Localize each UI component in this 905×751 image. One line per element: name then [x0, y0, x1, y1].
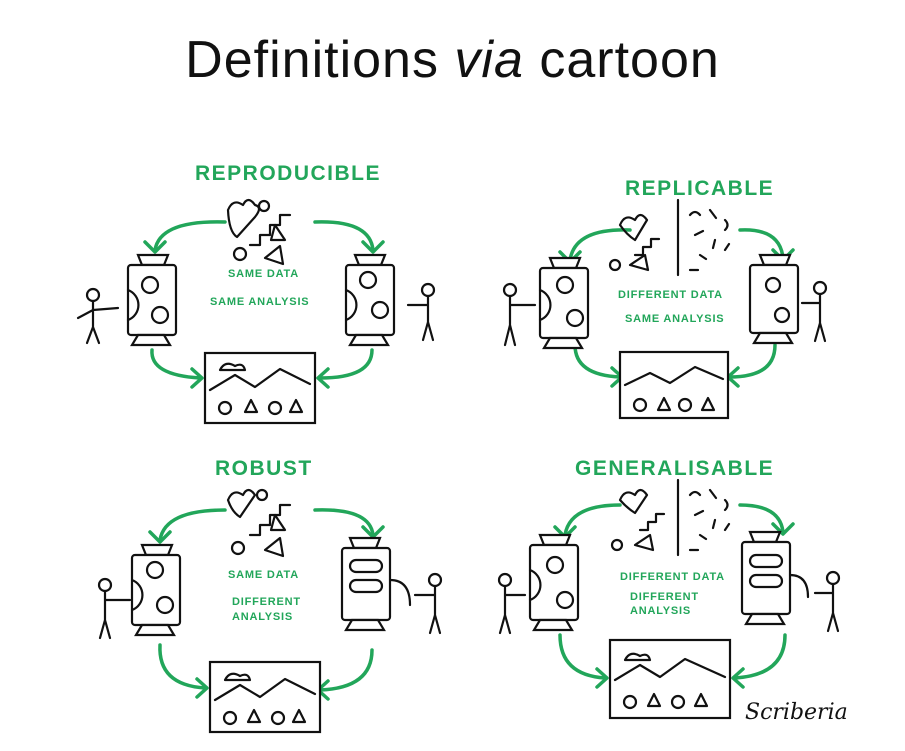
- scientist-icon: [497, 572, 527, 635]
- arrow-bottom-right: [318, 648, 374, 692]
- panel-header: REPLICABLE: [625, 177, 774, 200]
- scientist-icon: [76, 287, 120, 345]
- panel-replicable: REPLICABLE DIFFERENT DATA SAME ANALYSIS: [502, 177, 828, 420]
- data-shapes-icon: [610, 478, 731, 557]
- panel-header: GENERALISABLE: [575, 457, 774, 480]
- panel-header: ROBUST: [215, 457, 313, 480]
- panel-reproducible: REPRODUCIBLE SAME DATA SAME ANALYSIS: [76, 162, 436, 425]
- panel-header: REPRODUCIBLE: [195, 162, 381, 185]
- label-line1: DIFFERENT DATA: [618, 289, 723, 301]
- arrow-bottom-left: [573, 343, 622, 379]
- label-line1: SAME DATA: [228, 569, 299, 581]
- arrow-top-right: [738, 228, 785, 260]
- arrowhead: [195, 677, 209, 699]
- arrow-top-left: [158, 508, 227, 542]
- arrow-bottom-right: [318, 348, 374, 380]
- label-line1: DIFFERENT DATA: [620, 571, 725, 583]
- scientist-icon: [800, 280, 828, 343]
- title-suffix: cartoon: [539, 31, 720, 89]
- scriberia-signature: Scriberia: [745, 700, 848, 725]
- analysis-machine-icon: [126, 253, 178, 347]
- analysis-machine-icon: [344, 253, 396, 347]
- result-image-icon: [203, 351, 317, 425]
- arrow-bottom-left: [158, 643, 207, 690]
- arrow-top-left: [568, 228, 632, 262]
- label-line2: SAME ANALYSIS: [625, 313, 724, 325]
- label-line2: DIFFERENT: [630, 591, 699, 603]
- arrowhead: [143, 240, 167, 254]
- title-prefix: Definitions: [185, 31, 439, 89]
- title-italic: via: [454, 31, 524, 89]
- data-shapes-icon: [226, 198, 292, 266]
- label-line3: ANALYSIS: [232, 611, 293, 623]
- page-title: Definitions via cartoon: [0, 30, 905, 90]
- arrowhead: [148, 530, 172, 544]
- pipeline-machine-icon: [740, 530, 810, 626]
- result-image-icon: [608, 638, 732, 720]
- arrow-top-right: [313, 220, 375, 252]
- analysis-machine-icon: [748, 253, 800, 345]
- arrow-top-left: [153, 220, 227, 252]
- arrowhead: [771, 522, 795, 536]
- scientist-icon: [502, 282, 537, 347]
- arrow-bottom-right: [733, 633, 787, 680]
- analysis-machine-icon: [538, 256, 590, 350]
- arrowhead: [316, 367, 330, 389]
- analysis-machine-icon: [130, 543, 182, 637]
- scientist-icon: [97, 577, 132, 640]
- result-image-icon: [208, 660, 322, 734]
- arrowhead: [595, 667, 609, 689]
- label-line3: ANALYSIS: [630, 605, 691, 617]
- panel-robust: ROBUST SAME DATA DIFFERENT ANALYSIS: [97, 457, 443, 734]
- arrow-bottom-left: [558, 633, 607, 680]
- data-shapes-icon: [608, 198, 731, 277]
- arrowhead: [361, 240, 385, 254]
- arrow-bottom-right: [728, 343, 777, 379]
- scientist-icon: [413, 572, 443, 635]
- panel-generalisable: GENERALISABLE DIFFERENT DATA DIFFERENT A…: [497, 457, 841, 720]
- label-line1: SAME DATA: [228, 268, 299, 280]
- label-line2: DIFFERENT: [232, 596, 301, 608]
- arrow-bottom-left: [150, 348, 202, 380]
- label-line2: SAME ANALYSIS: [210, 296, 309, 308]
- arrow-top-left: [563, 503, 622, 537]
- scientist-icon: [813, 570, 841, 633]
- data-shapes-icon: [226, 488, 292, 558]
- arrow-top-right: [738, 503, 785, 534]
- arrowhead: [731, 667, 745, 689]
- pipeline-machine-icon: [340, 536, 412, 632]
- scientist-icon: [406, 282, 436, 342]
- arrowhead: [190, 367, 204, 389]
- arrow-top-right: [313, 508, 375, 537]
- result-image-icon: [618, 350, 730, 420]
- analysis-machine-icon: [528, 533, 580, 632]
